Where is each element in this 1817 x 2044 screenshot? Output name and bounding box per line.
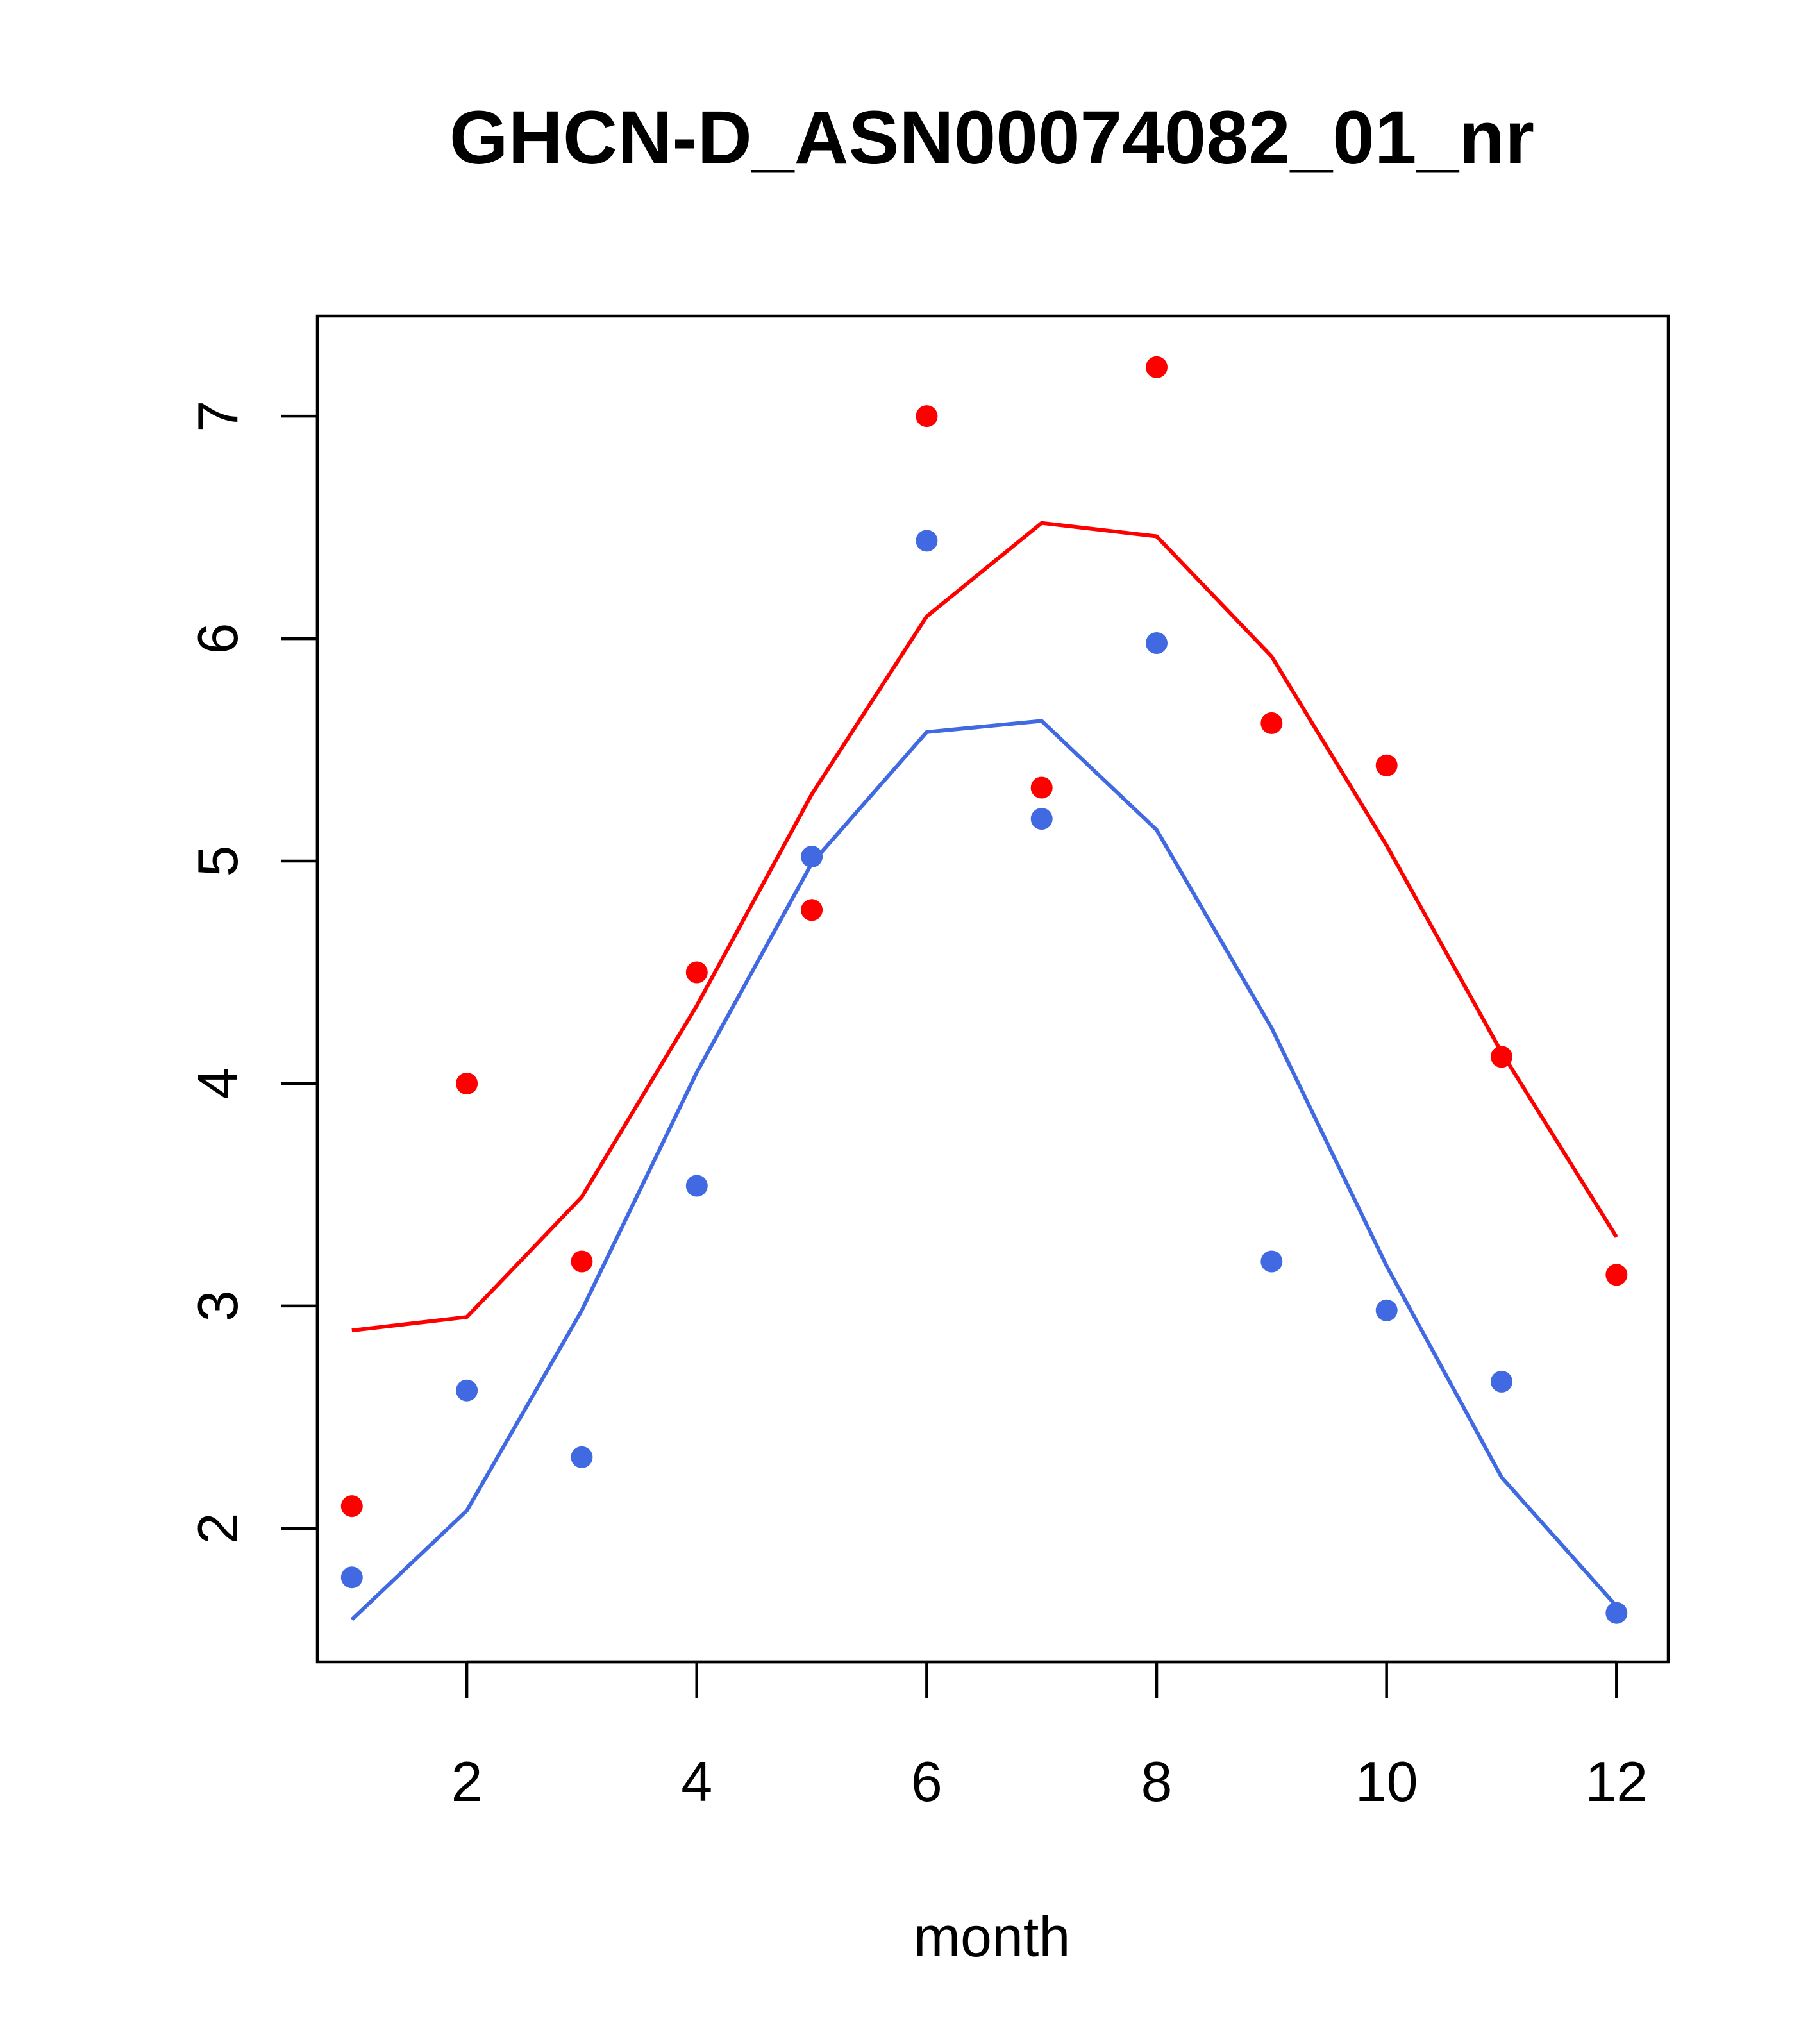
series-line-2 <box>351 521 1618 1333</box>
data-point-0-1 <box>340 1495 363 1518</box>
data-point-0-6 <box>916 405 938 428</box>
data-point-1-3 <box>571 1446 593 1468</box>
data-point-1-8 <box>1146 632 1168 654</box>
data-point-1-12 <box>1605 1602 1628 1624</box>
data-point-1-11 <box>1491 1370 1512 1393</box>
data-point-1-10 <box>1375 1299 1398 1321</box>
data-point-1-5 <box>801 846 823 868</box>
x-axis-label: month <box>914 1905 1071 1968</box>
x-tick-label: 6 <box>911 1750 942 1813</box>
chart-title: GHCN-D_ASN00074082_01_nr <box>449 96 1534 180</box>
data-point-0-4 <box>685 961 708 984</box>
y-tick-label: 7 <box>186 401 249 432</box>
data-point-0-11 <box>1491 1046 1512 1068</box>
x-tick-label: 8 <box>1141 1750 1173 1813</box>
data-point-1-4 <box>685 1175 708 1197</box>
y-tick-label: 2 <box>186 1512 249 1544</box>
data-point-1-1 <box>340 1566 363 1589</box>
series-lines <box>350 521 1618 1621</box>
data-point-0-12 <box>1605 1264 1628 1286</box>
y-tick-label: 4 <box>186 1068 249 1099</box>
x-axis: 2 4 6 8 10 12 <box>451 1660 1648 1813</box>
data-point-0-7 <box>1030 776 1053 799</box>
series-line-3 <box>350 719 1618 1621</box>
x-tick-label: 10 <box>1355 1750 1418 1813</box>
data-point-1-2 <box>456 1379 478 1402</box>
data-point-1-6 <box>916 530 938 552</box>
y-axis: 2 3 4 5 6 7 <box>186 401 319 1544</box>
x-tick-label: 12 <box>1585 1750 1648 1813</box>
x-tick-label: 2 <box>451 1750 483 1813</box>
x-tick-label: 4 <box>681 1750 712 1813</box>
data-point-0-8 <box>1146 356 1168 378</box>
y-tick-label: 5 <box>186 846 249 877</box>
y-tick-label: 6 <box>186 623 249 655</box>
data-point-0-2 <box>456 1073 478 1094</box>
data-point-0-5 <box>801 899 823 921</box>
data-point-0-10 <box>1375 754 1398 776</box>
y-tick-label: 3 <box>186 1290 249 1321</box>
series-points <box>340 356 1628 1624</box>
data-point-1-7 <box>1030 808 1053 830</box>
data-point-0-9 <box>1260 712 1283 734</box>
data-point-1-9 <box>1260 1250 1283 1273</box>
data-point-0-3 <box>571 1250 593 1273</box>
